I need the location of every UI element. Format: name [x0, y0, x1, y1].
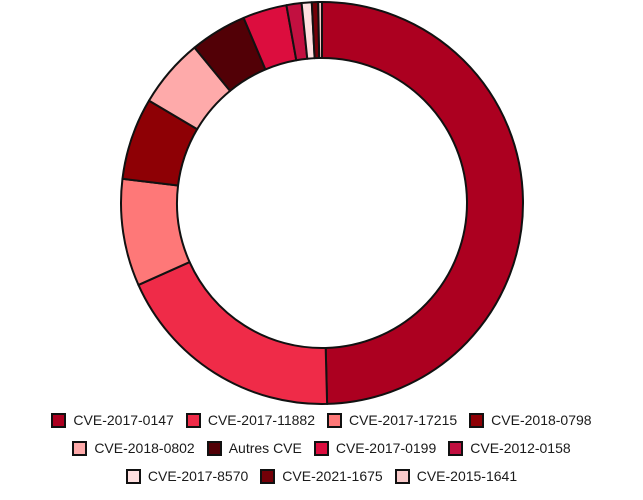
chart-legend: CVE-2017-0147 CVE-2017-11882 CVE-2017-1721…: [0, 411, 643, 495]
legend-item-cve-2017-11882[interactable]: CVE-2017-11882: [185, 412, 315, 428]
legend-item-cve-2017-8570[interactable]: CVE-2017-8570: [125, 468, 249, 484]
legend-row: CVE-2018-0802 Autres CVE CVE-2017-0199 CVE-…: [0, 439, 643, 457]
legend-label: CVE-2012-0158: [470, 440, 571, 456]
legend-swatch: [326, 412, 342, 428]
legend-item-cve-2012-0158[interactable]: CVE-2012-0158: [448, 440, 571, 456]
donut-chart: [120, 1, 524, 405]
legend-label: CVE-2018-0798: [491, 412, 592, 428]
legend-row: CVE-2017-0147 CVE-2017-11882 CVE-2017-1721…: [0, 411, 643, 429]
legend-item-cve-2015-1641[interactable]: CVE-2015-1641: [394, 468, 518, 484]
legend-item-autres-cve[interactable]: Autres CVE: [206, 440, 302, 456]
legend-swatch: [313, 440, 329, 456]
legend-swatch: [51, 412, 67, 428]
legend-label: CVE-2015-1641: [416, 468, 518, 484]
legend-label: CVE-2017-17215: [348, 412, 458, 428]
legend-label: CVE-2017-0199: [335, 440, 437, 456]
legend-label: CVE-2018-0802: [94, 440, 195, 456]
legend-label: CVE-2017-8570: [147, 468, 249, 484]
legend-swatch: [185, 412, 201, 428]
legend-label: Autres CVE: [228, 440, 302, 456]
slice-cve-2015-1641[interactable]: [317, 1, 323, 60]
legend-label: CVE-2017-0147: [73, 412, 174, 428]
legend-item-cve-2021-1675[interactable]: CVE-2021-1675: [260, 468, 383, 484]
legend-swatch: [448, 440, 464, 456]
legend-item-cve-2017-0199[interactable]: CVE-2017-0199: [313, 440, 437, 456]
legend-swatch: [125, 468, 141, 484]
legend-swatch: [394, 468, 410, 484]
legend-swatch: [72, 440, 88, 456]
legend-item-cve-2018-0802[interactable]: CVE-2018-0802: [72, 440, 195, 456]
legend-label: CVE-2021-1675: [282, 468, 383, 484]
legend-swatch: [469, 412, 485, 428]
slice-cve-2017-0147[interactable]: [321, 1, 524, 405]
legend-row: CVE-2017-8570 CVE-2021-1675 CVE-2015-1641: [0, 467, 643, 485]
legend-item-cve-2018-0798[interactable]: CVE-2018-0798: [469, 412, 592, 428]
legend-swatch: [260, 468, 276, 484]
slice-cve-2017-11882[interactable]: [137, 261, 329, 405]
legend-swatch: [206, 440, 222, 456]
legend-item-cve-2017-0147[interactable]: CVE-2017-0147: [51, 412, 174, 428]
legend-label: CVE-2017-11882: [207, 412, 315, 428]
legend-item-cve-2017-17215[interactable]: CVE-2017-17215: [326, 412, 458, 428]
